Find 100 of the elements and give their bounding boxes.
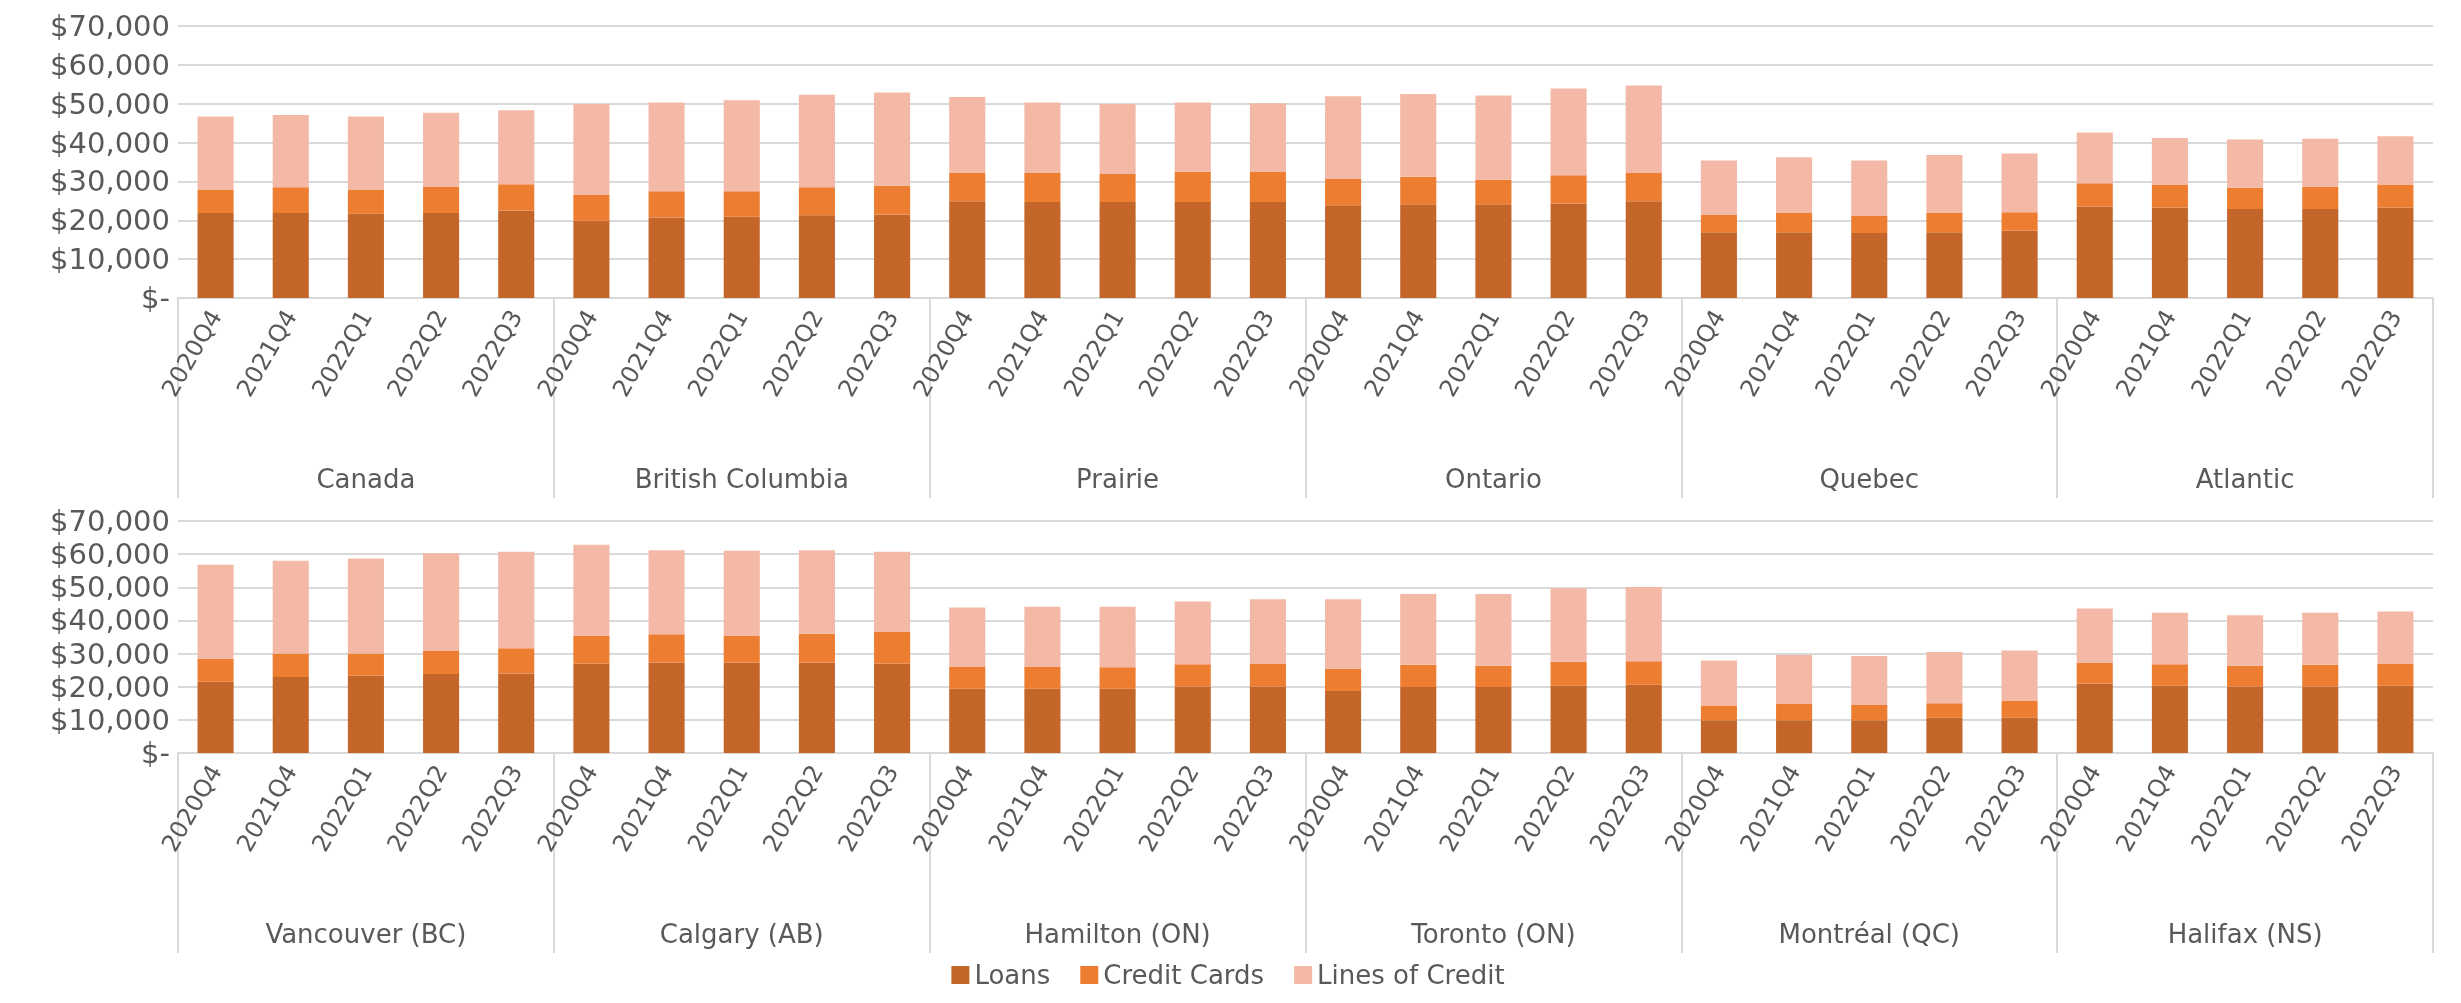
bar (1776, 232, 1813, 298)
bar (1776, 654, 1813, 704)
bar (798, 633, 835, 663)
bar (573, 544, 610, 637)
bar (1174, 102, 1211, 172)
bar (1625, 85, 1662, 173)
bar (1475, 179, 1512, 205)
bar (347, 189, 384, 214)
bar (347, 213, 384, 298)
bar (272, 212, 309, 298)
bar (1475, 204, 1512, 298)
bar (2151, 664, 2188, 686)
bar (1099, 104, 1136, 175)
text: Atlantic (2195, 464, 2295, 494)
bar (2001, 700, 2038, 718)
bar (2227, 686, 2264, 753)
bar (1625, 684, 1662, 753)
bar (1400, 687, 1437, 753)
y-tick-label: $40,000 (50, 603, 170, 638)
bar (2302, 612, 2339, 665)
bar (423, 112, 460, 187)
bar (2151, 207, 2188, 298)
bar (2227, 615, 2264, 666)
bar (874, 632, 911, 664)
y-tick-label: $30,000 (50, 636, 170, 671)
y-tick-label: $70,000 (50, 9, 170, 43)
bar (573, 636, 610, 664)
bar (1400, 204, 1437, 298)
bar (498, 551, 535, 649)
y-tick-label: $40,000 (50, 125, 170, 160)
bar (347, 653, 384, 676)
bar (1550, 88, 1587, 176)
bar (573, 195, 610, 221)
bar (1099, 667, 1136, 689)
bar (648, 662, 685, 753)
bar (2377, 184, 2414, 208)
text: British Columbia (634, 464, 849, 494)
bar (798, 662, 835, 753)
bar (1325, 179, 1362, 206)
bar (2076, 662, 2113, 684)
bar (1550, 685, 1587, 753)
bar (1625, 201, 1662, 298)
bar (2076, 608, 2113, 663)
bar (2151, 612, 2188, 665)
bar (1550, 175, 1587, 204)
y-tick-label: $- (141, 281, 170, 315)
bar (648, 217, 685, 298)
bar (1099, 174, 1136, 203)
bar (2227, 187, 2264, 210)
bar (2001, 717, 2038, 753)
bar (648, 634, 685, 663)
bar (2227, 139, 2264, 188)
bar (197, 212, 234, 298)
bar (1400, 593, 1437, 665)
bar (2076, 183, 2113, 207)
legend-label: Lines of Credit (1317, 960, 1505, 990)
bar (1249, 172, 1286, 203)
bar (2227, 209, 2264, 298)
bar (2151, 685, 2188, 753)
bar (1926, 703, 1963, 718)
bar (1249, 599, 1286, 664)
bar (723, 550, 760, 637)
bar (1776, 212, 1813, 233)
y-tick-label: $70,000 (50, 504, 170, 538)
bar (798, 215, 835, 298)
bar (1550, 203, 1587, 298)
legend-label: Credit Cards (1103, 960, 1265, 990)
bar (1700, 720, 1737, 753)
bar (1099, 202, 1136, 298)
bar (874, 663, 911, 753)
bar (423, 212, 460, 298)
bar (423, 553, 460, 651)
bar (347, 116, 384, 190)
bar (648, 191, 685, 218)
bar (2076, 683, 2113, 753)
bar (2151, 184, 2188, 208)
bar (1024, 202, 1061, 298)
text: Prairie (1076, 464, 1160, 494)
bar (498, 184, 535, 211)
bar (1024, 102, 1061, 173)
bar (1325, 205, 1362, 298)
bar (723, 636, 760, 663)
y-tick-label: $20,000 (50, 203, 170, 238)
bar (1700, 160, 1737, 215)
bar (1475, 665, 1512, 688)
text: Toronto (ON) (1410, 919, 1576, 949)
text: Halifax (NS) (2167, 919, 2323, 949)
bar (1325, 691, 1362, 753)
bar (1625, 172, 1662, 202)
bar (1024, 688, 1061, 753)
bar (1174, 202, 1211, 298)
bar (798, 187, 835, 216)
y-tick-label: $30,000 (50, 164, 170, 199)
bar (2302, 209, 2339, 298)
bar (1099, 688, 1136, 753)
bar (197, 116, 234, 190)
bar (949, 607, 986, 667)
bar (1700, 232, 1737, 298)
bar (1851, 233, 1888, 298)
bar (1400, 176, 1437, 205)
